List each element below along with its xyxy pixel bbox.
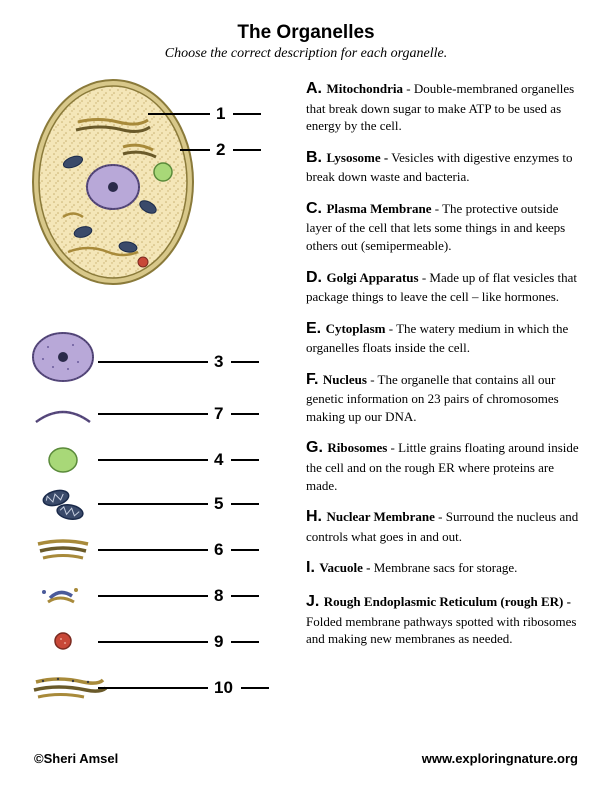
description-letter: D.: [306, 269, 326, 286]
label-number: 7: [208, 404, 229, 424]
descriptions-column: A. Mitochondria - Double-membraned organ…: [288, 72, 584, 660]
answer-blank[interactable]: [231, 459, 259, 461]
answer-blank[interactable]: [231, 503, 259, 505]
label-number: 8: [208, 586, 229, 606]
description-term: Ribosomes: [327, 440, 387, 455]
label-3: 3: [98, 352, 259, 372]
header: The Organelles Choose the correct descri…: [0, 0, 612, 62]
answer-blank[interactable]: [231, 361, 259, 363]
footer: ©Sheri Amsel www.exploringnature.org: [0, 751, 612, 766]
organelle-10-rough-er: [28, 670, 108, 704]
description-letter: H.: [306, 508, 326, 525]
description-term: Nucleus: [323, 372, 367, 387]
description-letter: A.: [306, 80, 326, 97]
page-title: The Organelles: [0, 22, 612, 44]
description-item: C. Plasma Membrane - The protective outs…: [306, 198, 584, 255]
description-item: B. Lysosome - Vesicles with digestive en…: [306, 147, 584, 186]
label-number: 9: [208, 632, 229, 652]
golgi-icon: [28, 534, 98, 564]
description-item: A. Mitochondria - Double-membraned organ…: [306, 78, 584, 135]
rough-er-icon: [28, 670, 108, 704]
website-url: www.exploringnature.org: [422, 751, 578, 766]
description-item: E. Cytoplasm - The watery medium in whic…: [306, 318, 584, 357]
description-item: I. Vacuole - Membrane sacs for storage.: [306, 557, 584, 579]
answer-blank[interactable]: [231, 595, 259, 597]
description-text: Folded membrane pathways spotted with ri…: [306, 614, 576, 647]
organelle-6-golgi: [28, 534, 98, 564]
description-letter: B.: [306, 149, 326, 166]
vacuole-icon: [28, 444, 98, 476]
description-item: J. Rough Endoplasmic Reticulum (rough ER…: [306, 591, 584, 648]
description-item: F. Nucleus - The organelle that contains…: [306, 369, 584, 426]
organelle-4-vacuole: [28, 444, 98, 476]
description-term: Golgi Apparatus: [326, 270, 418, 285]
label-1: 1: [148, 104, 261, 124]
lysosome-icon: [28, 628, 98, 654]
description-letter: E.: [306, 320, 326, 337]
description-term: Mitochondria: [326, 81, 403, 96]
description-term: Vacuole -: [319, 560, 370, 575]
description-item: D. Golgi Apparatus - Made up of flat ves…: [306, 267, 584, 306]
organelle-9-lysosome: [28, 628, 98, 654]
description-letter: I.: [306, 559, 319, 576]
answer-blank[interactable]: [231, 549, 259, 551]
label-number: 4: [208, 450, 229, 470]
label-10: 10: [98, 678, 269, 698]
description-text: Membrane sacs for storage.: [371, 560, 518, 575]
label-number: 6: [208, 540, 229, 560]
description-letter: C.: [306, 200, 326, 217]
description-letter: J.: [306, 593, 324, 610]
description-item: G. Ribosomes - Little grains floating ar…: [306, 437, 584, 494]
description-term: Plasma Membrane: [326, 201, 431, 216]
description-term: Cytoplasm: [326, 321, 386, 336]
diagram-column: 1 2: [28, 72, 288, 660]
label-7: 7: [98, 404, 259, 424]
copyright: ©Sheri Amsel: [34, 751, 118, 766]
label-8: 8: [98, 586, 259, 606]
nucleus-icon: [28, 327, 98, 387]
label-number: 10: [208, 678, 239, 698]
label-6: 6: [98, 540, 259, 560]
label-4: 4: [98, 450, 259, 470]
description-letter: F.: [306, 371, 323, 388]
description-letter: G.: [306, 439, 327, 456]
description-term: Nuclear Membrane: [326, 509, 434, 524]
organelle-8-ribosomes: [28, 580, 98, 610]
organelle-3-nucleus: [28, 327, 98, 387]
content-area: 1 2: [0, 62, 612, 660]
organelle-7-nuclear-membrane: [28, 400, 98, 428]
answer-blank[interactable]: [241, 687, 269, 689]
answer-blank[interactable]: [231, 413, 259, 415]
description-term: Lysosome -: [326, 150, 388, 165]
mitochondria-icon: [28, 486, 98, 522]
label-number: 5: [208, 494, 229, 514]
description-item: H. Nuclear Membrane - Surround the nucle…: [306, 506, 584, 545]
label-5: 5: [98, 494, 259, 514]
label-9: 9: [98, 632, 259, 652]
label-number: 3: [208, 352, 229, 372]
ribosomes-icon: [28, 580, 98, 610]
nuclear-membrane-icon: [28, 400, 98, 428]
label-2: 2: [180, 140, 261, 160]
page-subtitle: Choose the correct description for each …: [0, 46, 612, 62]
answer-blank[interactable]: [231, 641, 259, 643]
organelle-5-mitochondria: [28, 486, 98, 522]
description-term: Rough Endoplasmic Reticulum (rough ER) -: [324, 594, 571, 609]
